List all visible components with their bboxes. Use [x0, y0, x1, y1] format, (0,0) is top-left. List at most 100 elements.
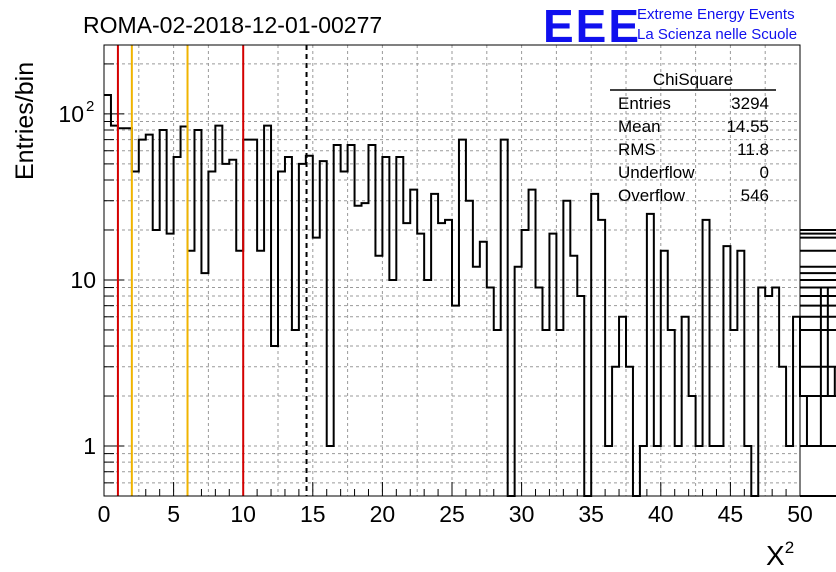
hist-bin: [104, 95, 111, 496]
hist-bin: [417, 234, 424, 496]
x-tick-label: 50: [787, 501, 813, 527]
hist-bin: [612, 367, 619, 496]
hist-bin: [389, 280, 396, 496]
stats-title: ChiSquare: [653, 70, 733, 89]
hist-bin: [285, 157, 292, 496]
hist-bin: [619, 317, 626, 496]
hist-bin: [167, 234, 174, 496]
hist-bin: [438, 223, 445, 496]
stats-row-label: RMS: [618, 140, 656, 159]
histogram-outline: [104, 93, 836, 497]
hist-bin: [459, 140, 466, 496]
hist-bin: [494, 330, 501, 496]
stats-row-label: Underflow: [618, 163, 695, 182]
x-tick-label: 0: [98, 501, 111, 527]
stats-row-value: 14.55: [726, 117, 769, 136]
hist-bin: [772, 288, 779, 496]
x-axis-label-base: X: [766, 540, 785, 571]
hist-bin: [250, 140, 257, 496]
hist-bin: [424, 280, 431, 496]
logo-line-2: La Scienza nelle Scuole: [637, 26, 797, 43]
hist-bin: [174, 157, 181, 496]
stats-box: ChiSquare Entries 3294 Mean 14.55 RMS 11.8 Und…: [610, 70, 776, 205]
hist-bin: [682, 317, 689, 496]
hist-bin: [549, 234, 556, 496]
hist-bin: [334, 145, 341, 496]
hist-bin: [264, 126, 271, 496]
hist-bin: [396, 157, 403, 496]
y-tick-label: 10: [58, 101, 84, 127]
hist-bin: [723, 246, 730, 496]
hist-bin: [529, 190, 536, 496]
x-axis-label: X2: [766, 538, 794, 571]
stats-row-value: 0: [760, 163, 769, 182]
hist-bin: [410, 190, 417, 496]
y-tick-label: 10: [70, 267, 96, 293]
eee-logo: EEE Extreme Energy Events La Scienza nel…: [543, 0, 797, 52]
plot-frame: [103, 44, 801, 497]
hist-bin: [703, 220, 710, 496]
hist-bin: [139, 140, 146, 496]
hist-bin: [591, 194, 598, 496]
stats-row-value: 546: [741, 186, 769, 205]
stats-row-value: 3294: [731, 94, 769, 113]
hist-bin: [570, 256, 577, 496]
x-tick-label: 15: [300, 501, 326, 527]
hist-bin: [403, 223, 410, 496]
hist-bin: [194, 130, 201, 496]
grid: [103, 45, 801, 496]
hist-bin: [598, 220, 605, 496]
x-tick-labels: 0 5 10 15 20 25 30 35 40 45 50: [98, 501, 813, 527]
x-tick-label: 40: [648, 501, 674, 527]
hist-bin: [793, 317, 800, 496]
y-tick-label: 1: [83, 433, 96, 459]
hist-bin: [132, 171, 139, 496]
hist-bin: [208, 171, 215, 496]
hist-bin: [431, 194, 438, 496]
hist-bin: [487, 288, 494, 496]
hist-bin: [382, 157, 389, 496]
hist-bin: [292, 330, 299, 496]
hist-bin: [626, 367, 633, 496]
stats-row-label: Entries: [618, 94, 671, 113]
hist-bin: [730, 330, 737, 496]
marker-lines: [116, 45, 308, 496]
hist-bin: [522, 230, 529, 496]
hist-bin: [271, 346, 278, 496]
hist-bin: [160, 130, 167, 496]
logo-line-1: Extreme Energy Events: [637, 6, 795, 23]
hist-bin: [779, 367, 786, 496]
x-tick-label: 35: [578, 501, 604, 527]
x-axis-label-superscript: 2: [785, 538, 794, 557]
x-tick-label: 10: [230, 501, 256, 527]
hist-bin: [125, 128, 132, 496]
x-tick-label: 25: [439, 501, 465, 527]
stats-row-label: Mean: [618, 117, 661, 136]
hist-bin: [111, 126, 118, 496]
hist-bin: [563, 201, 570, 496]
x-tick-label: 20: [370, 501, 396, 527]
logo-mark: EEE: [543, 0, 641, 52]
hist-bin: [118, 128, 125, 496]
hist-bin: [243, 140, 250, 496]
x-tick-label: 5: [167, 501, 180, 527]
x-tick-label: 30: [509, 501, 535, 527]
stats-row-value: 11.8: [737, 140, 769, 159]
x-tick-label: 45: [718, 501, 744, 527]
stats-rows: Entries 3294 Mean 14.55 RMS 11.8 Underflow 0 Ove…: [618, 94, 769, 205]
chart-title: ROMA-02-2018-12-01-00277: [83, 12, 382, 38]
hist-bin: [466, 201, 473, 496]
hist-bin: [501, 140, 508, 496]
y-tick-label-superscript: 2: [86, 98, 94, 115]
hist-bin: [556, 330, 563, 496]
hist-bin: [445, 220, 452, 496]
hist-bin: [668, 330, 675, 496]
hist-bin: [181, 126, 188, 496]
hist-bin: [355, 206, 362, 496]
hist-bin: [341, 171, 348, 496]
hist-bin: [536, 288, 543, 496]
hist-bin: [375, 256, 382, 496]
hist-bin: [278, 171, 285, 496]
hist-bin: [215, 126, 222, 496]
